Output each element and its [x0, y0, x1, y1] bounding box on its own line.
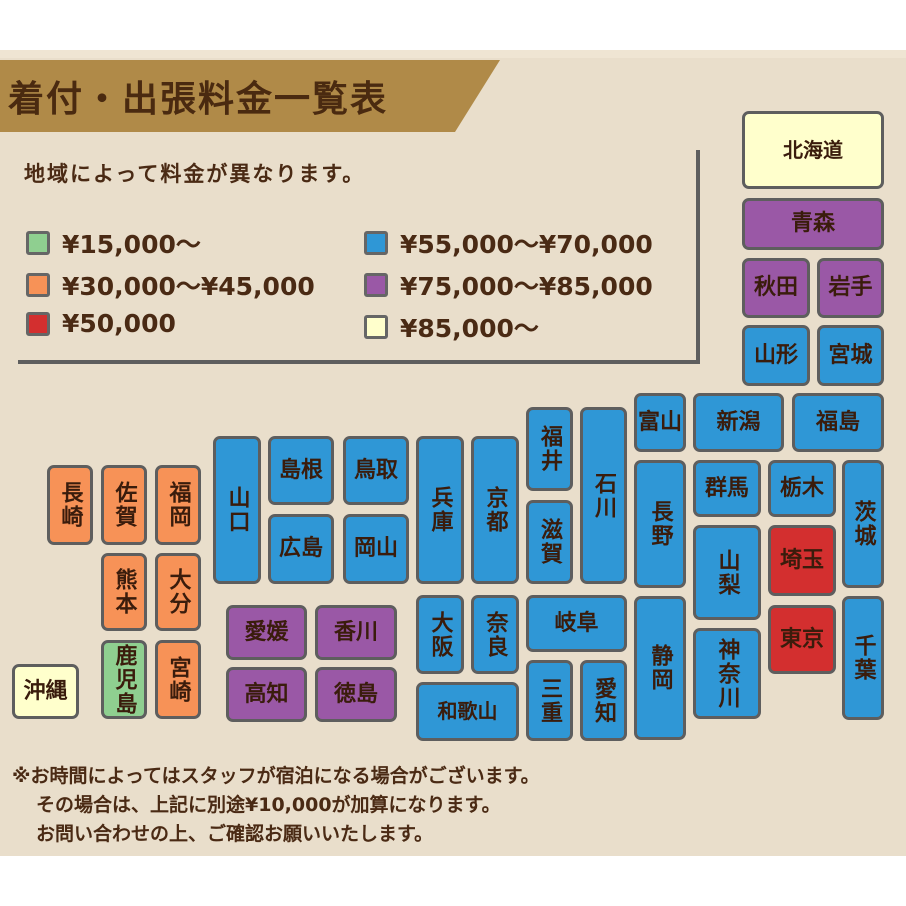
prefecture-38: 徳島 — [315, 667, 397, 722]
prefecture-45: 宮崎 — [155, 640, 201, 719]
prefecture-46: 沖縄 — [12, 664, 79, 719]
prefecture-39: 長崎 — [47, 465, 93, 545]
legend-swatch — [364, 315, 388, 339]
legend-swatch — [26, 273, 50, 297]
prefecture-9: 長野 — [634, 460, 686, 588]
prefecture-19: 福井 — [526, 407, 573, 491]
prefecture-28: 三重 — [526, 660, 573, 741]
prefecture-40: 佐賀 — [101, 465, 147, 545]
legend-label: ¥55,000〜¥70,000 — [400, 230, 653, 259]
legend-item: ¥55,000〜¥70,000 — [364, 225, 653, 261]
legend-note: 地域によって料金が異なります。 — [24, 162, 366, 186]
legend-label: ¥75,000〜¥85,000 — [400, 272, 653, 301]
prefecture-4: 山形 — [742, 325, 810, 386]
legend-label: ¥85,000〜 — [400, 314, 539, 343]
legend-item: ¥85,000〜 — [364, 309, 539, 345]
prefecture-42: 熊本 — [101, 553, 147, 631]
prefecture-26: 和歌山 — [416, 682, 519, 741]
prefecture-32: 鳥取 — [343, 436, 409, 505]
prefecture-5: 宮城 — [817, 325, 884, 386]
prefecture-13: 山梨 — [693, 525, 761, 620]
prefecture-17: 東京 — [768, 605, 836, 674]
footer-line: その場合は、上記に別途¥10,000が加算になります。 — [36, 794, 501, 816]
prefecture-27: 岐阜 — [526, 595, 627, 652]
prefecture-44: 鹿児島 — [101, 640, 147, 719]
prefecture-2: 秋田 — [742, 258, 810, 318]
legend-item: ¥30,000〜¥45,000 — [26, 267, 315, 303]
footer-note: ※お時間によってはスタッフが宿泊になる場合がございます。 その場合は、上記に別途… — [12, 762, 540, 849]
prefecture-23: 京都 — [471, 436, 519, 584]
prefecture-43: 大分 — [155, 553, 201, 631]
prefecture-22: 兵庫 — [416, 436, 464, 584]
prefecture-18: 千葉 — [842, 596, 884, 720]
prefecture-0: 北海道 — [742, 111, 884, 189]
prefecture-10: 群馬 — [693, 460, 761, 517]
prefecture-6: 富山 — [634, 393, 686, 452]
legend-item: ¥15,000〜 — [26, 225, 201, 261]
legend-label: ¥30,000〜¥45,000 — [62, 272, 315, 301]
prefecture-11: 栃木 — [768, 460, 836, 517]
prefecture-31: 島根 — [268, 436, 334, 505]
prefecture-41: 福岡 — [155, 465, 201, 545]
legend-item: ¥75,000〜¥85,000 — [364, 267, 653, 303]
prefecture-15: 静岡 — [634, 596, 686, 740]
title-band — [0, 60, 500, 132]
legend-item: ¥50,000 — [26, 309, 176, 338]
page-title: 着付・出張料金一覧表 — [8, 79, 389, 120]
prefecture-25: 奈良 — [471, 595, 519, 674]
legend-swatch — [26, 231, 50, 255]
prefecture-36: 香川 — [315, 605, 397, 660]
prefecture-21: 滋賀 — [526, 500, 573, 584]
legend-swatch — [364, 231, 388, 255]
prefecture-24: 大阪 — [416, 595, 464, 674]
prefecture-29: 愛知 — [580, 660, 627, 741]
legend-swatch — [364, 273, 388, 297]
footer-line: ※お時間によってはスタッフが宿泊になる場合がございます。 — [12, 765, 540, 787]
prefecture-20: 石川 — [580, 407, 627, 584]
prefecture-16: 神奈川 — [693, 628, 761, 719]
prefecture-8: 福島 — [792, 393, 884, 452]
prefecture-1: 青森 — [742, 198, 884, 250]
prefecture-12: 茨城 — [842, 460, 884, 588]
prefecture-30: 山口 — [213, 436, 261, 584]
prefecture-35: 愛媛 — [226, 605, 307, 660]
legend-label: ¥50,000 — [62, 309, 176, 338]
prefecture-34: 岡山 — [343, 514, 409, 584]
legend: 地域によって料金が異なります。 ¥15,000〜 ¥30,000〜¥45,000… — [18, 150, 700, 364]
prefecture-7: 新潟 — [693, 393, 784, 452]
prefecture-33: 広島 — [268, 514, 334, 584]
prefecture-14: 埼玉 — [768, 525, 836, 596]
footer-line: お問い合わせの上、ご確認お願いいたします。 — [36, 823, 434, 845]
legend-label: ¥15,000〜 — [62, 230, 201, 259]
legend-swatch — [26, 311, 50, 336]
prefecture-37: 高知 — [226, 667, 307, 722]
prefecture-3: 岩手 — [817, 258, 884, 318]
